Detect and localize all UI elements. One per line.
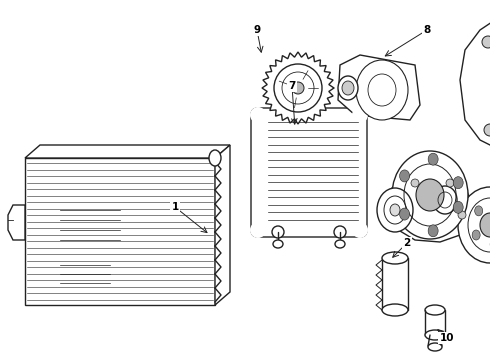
Ellipse shape [368, 74, 396, 106]
Ellipse shape [250, 107, 266, 123]
Ellipse shape [382, 252, 408, 264]
Ellipse shape [475, 206, 483, 216]
Polygon shape [25, 145, 230, 158]
Polygon shape [8, 205, 25, 240]
Polygon shape [262, 52, 334, 124]
Ellipse shape [433, 186, 457, 214]
Ellipse shape [399, 170, 410, 182]
Ellipse shape [425, 305, 445, 315]
Ellipse shape [335, 240, 345, 248]
Ellipse shape [425, 330, 445, 340]
Ellipse shape [390, 204, 400, 216]
Ellipse shape [458, 187, 490, 263]
Ellipse shape [458, 211, 466, 219]
Ellipse shape [209, 150, 221, 166]
Polygon shape [215, 145, 230, 305]
Text: 10: 10 [440, 333, 454, 343]
Polygon shape [338, 55, 420, 120]
Ellipse shape [428, 343, 442, 351]
Ellipse shape [250, 222, 266, 238]
FancyBboxPatch shape [251, 108, 367, 237]
Ellipse shape [399, 208, 410, 220]
Ellipse shape [377, 188, 413, 232]
Polygon shape [25, 158, 215, 305]
Ellipse shape [274, 64, 322, 112]
Ellipse shape [356, 60, 408, 120]
Polygon shape [258, 115, 360, 230]
Ellipse shape [453, 177, 463, 189]
Ellipse shape [338, 76, 358, 100]
Text: 9: 9 [253, 25, 261, 35]
Ellipse shape [411, 179, 419, 187]
Ellipse shape [352, 222, 368, 238]
Ellipse shape [272, 226, 284, 238]
Ellipse shape [273, 240, 283, 248]
Ellipse shape [334, 226, 346, 238]
Ellipse shape [342, 81, 354, 95]
Text: 8: 8 [423, 25, 431, 35]
Ellipse shape [416, 179, 444, 211]
Ellipse shape [392, 151, 468, 239]
Ellipse shape [446, 179, 454, 187]
Ellipse shape [453, 201, 463, 213]
Text: 7: 7 [288, 81, 295, 91]
Ellipse shape [484, 124, 490, 136]
Ellipse shape [428, 153, 438, 165]
Polygon shape [460, 10, 490, 160]
Ellipse shape [428, 225, 438, 237]
Ellipse shape [382, 304, 408, 316]
Ellipse shape [352, 107, 368, 123]
Text: 1: 1 [172, 202, 179, 212]
Ellipse shape [472, 230, 480, 240]
Ellipse shape [482, 36, 490, 48]
Text: 2: 2 [403, 238, 411, 248]
Polygon shape [388, 178, 470, 242]
Ellipse shape [292, 82, 304, 94]
Ellipse shape [480, 213, 490, 237]
